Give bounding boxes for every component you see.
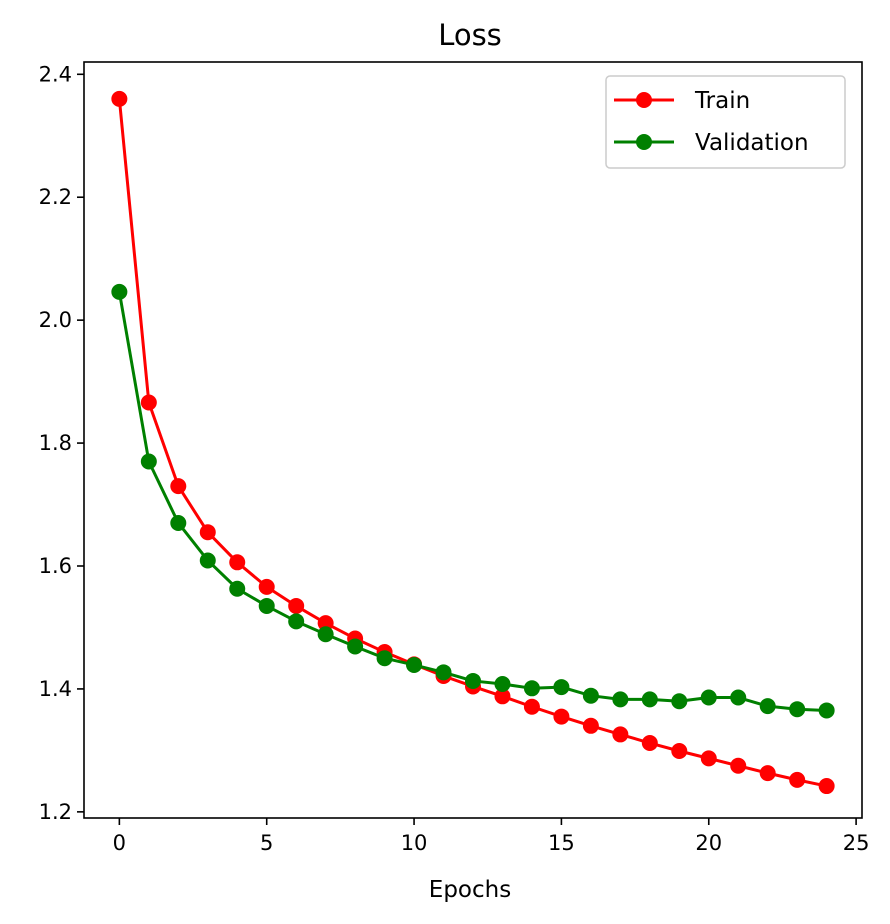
data-point-validation [140,453,157,470]
data-point-train [199,524,216,541]
data-point-train [553,708,570,725]
data-point-train [140,394,157,411]
data-point-validation [700,689,717,706]
data-point-train [641,735,658,752]
legend-marker-train [636,92,652,108]
legend-item-train: Train [614,88,750,114]
data-point-validation [347,638,364,655]
data-point-validation [435,664,452,681]
y-tick-label: 1.6 [39,554,72,578]
data-point-train [700,750,717,767]
data-point-train [671,743,688,759]
plot-area-frame [83,61,863,819]
legend-label-train: Train [694,88,750,114]
data-point-train [288,597,305,614]
x-tick-label: 15 [548,831,575,855]
x-tick-label: 10 [401,831,428,855]
data-point-validation [494,676,511,693]
data-point-train [523,698,540,715]
data-point-train [818,778,835,795]
legend-marker-validation [636,134,652,150]
data-point-validation [376,650,393,667]
data-point-validation [789,701,806,718]
data-point-validation [818,702,835,719]
data-point-validation [671,693,688,710]
y-tick-label: 2.0 [39,308,72,332]
y-tick-label: 1.4 [39,677,72,701]
data-point-validation [111,283,128,300]
data-point-validation [730,689,747,706]
x-tick-label: 25 [843,831,870,855]
legend-item-validation: Validation [614,130,809,156]
y-tick-label: 1.8 [39,431,72,455]
data-point-train [759,765,776,782]
data-point-train [494,688,511,705]
data-point-train [170,478,187,495]
legend: Train Validation [605,75,846,169]
data-point-train [229,554,246,571]
y-tick-label: 1.2 [39,800,72,824]
data-point-validation [523,680,540,697]
data-point-train [582,717,599,734]
plot-series [111,90,835,795]
data-point-validation [229,580,246,597]
data-point-validation [465,672,481,689]
data-point-validation [759,698,776,715]
data-point-validation [641,691,658,708]
data-point-validation [199,552,216,569]
data-point-train [612,726,629,743]
data-point-validation [553,679,570,696]
data-point-validation [612,691,629,708]
y-tick-label: 2.4 [39,62,72,86]
y-tick-label: 2.2 [39,185,72,209]
x-tick-label: 5 [260,831,273,855]
data-point-validation [582,687,599,704]
data-point-validation [170,514,187,531]
data-point-train [730,757,747,774]
data-point-train [317,615,334,632]
x-tick-label: 0 [113,831,126,855]
data-point-train [258,578,275,595]
data-point-train [789,771,806,788]
legend-label-validation: Validation [695,130,809,156]
data-point-validation [406,656,423,673]
x-tick-label: 20 [695,831,722,855]
data-point-validation [288,613,305,630]
data-point-validation [258,597,275,614]
y-axis-ticks: 1.2 1.4 1.6 1.8 2.0 2.2 2.4 [39,62,84,824]
chart-title: Loss [438,18,502,52]
data-point-validation [317,626,334,643]
data-point-train [111,90,128,107]
x-axis-ticks: 0 5 10 15 20 25 [113,818,870,855]
x-axis-label: Epochs [429,877,511,903]
series-validation [111,283,835,719]
